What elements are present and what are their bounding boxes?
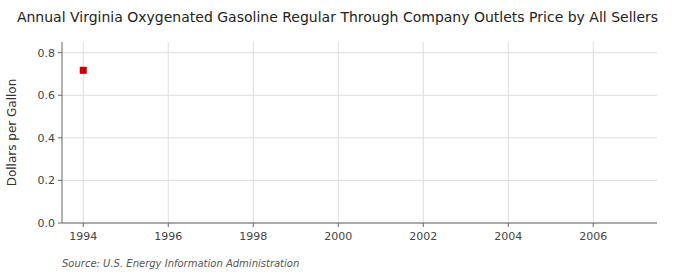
axes: 0.0 0.2 0.4 0.6 0.8 1994 1996 1998 2000 2002 2004 2… [38,42,658,243]
y-grid-line [62,180,657,181]
y-tick-label: 0.0 [38,217,56,230]
x-tick [83,223,84,227]
y-tick [58,137,62,138]
x-grid-line [508,42,509,223]
point [80,67,87,74]
x-tick [168,223,169,227]
y-axis-label: Dollars per Gallon [5,79,19,187]
y-tick-label: 0.6 [38,89,56,102]
x-tick [338,223,339,227]
y-tick-label: 0.8 [38,47,56,60]
x-grid-line [423,42,424,223]
x-tick-label: 1998 [239,230,267,243]
x-grid-line [168,42,169,223]
x-tick-label: 2000 [324,230,352,243]
x-tick-label: 1996 [154,230,182,243]
x-tick-label: 2002 [409,230,437,243]
y-tick [58,52,62,53]
y-tick-label: 0.2 [38,174,56,187]
chart: 0.0 0.2 0.4 0.6 0.8 1994 1996 1998 2000 2002 2004 2… [0,0,675,275]
y-grid-line [62,223,657,224]
x-tick [593,223,594,227]
source-note: Source: U.S. Energy Information Administ… [62,258,299,269]
y-grid-line [62,52,657,53]
x-tick-label: 1994 [69,230,97,243]
grid [62,42,657,223]
x-grid-line [253,42,254,223]
y-tick [58,95,62,96]
y-tick [58,180,62,181]
x-grid-line [593,42,594,223]
x-tick [253,223,254,227]
x-tick-label: 2004 [494,230,522,243]
y-axis-line [62,42,63,223]
y-grid-line [62,95,657,96]
y-tick-label: 0.4 [38,132,56,145]
x-tick-label: 2006 [579,230,607,243]
x-axis-line [62,223,657,224]
series [80,67,87,74]
x-grid-line [338,42,339,223]
y-grid-line [62,137,657,138]
x-tick [423,223,424,227]
y-tick [58,223,62,224]
x-tick [508,223,509,227]
title: Annual Virginia Oxygenated Gasoline Regu… [17,9,658,25]
